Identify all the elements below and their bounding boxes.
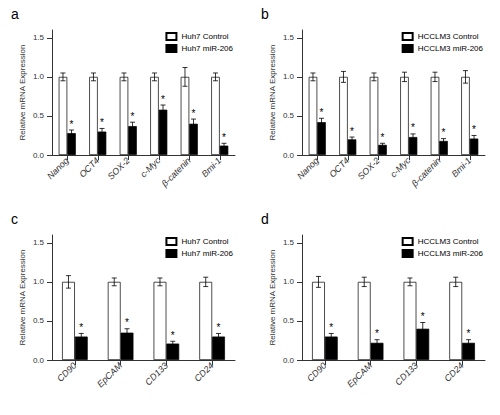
svg-text:Bmi-1: Bmi-1 — [200, 155, 224, 179]
svg-text:*: * — [100, 117, 104, 128]
svg-text:Huh7 miR-206: Huh7 miR-206 — [181, 249, 233, 258]
svg-text:b: b — [261, 6, 269, 22]
svg-text:Nanog: Nanog — [295, 155, 321, 181]
svg-text:Relative mRNA Expression: Relative mRNA Expression — [18, 44, 27, 140]
svg-text:0.5: 0.5 — [283, 316, 295, 325]
svg-text:*: * — [472, 124, 476, 135]
svg-text:1.0: 1.0 — [283, 72, 295, 81]
svg-text:*: * — [421, 311, 425, 322]
svg-text:*: * — [125, 317, 129, 328]
svg-text:0.0: 0.0 — [283, 356, 295, 365]
svg-text:CD133: CD133 — [393, 360, 420, 387]
svg-text:EpCAM: EpCAM — [95, 360, 124, 389]
svg-text:HCCLM3 Control: HCCLM3 Control — [418, 237, 479, 246]
svg-text:CD133: CD133 — [143, 360, 170, 387]
svg-text:Relative mRNA Expression: Relative mRNA Expression — [268, 44, 277, 140]
svg-text:*: * — [131, 111, 135, 122]
svg-text:1.0: 1.0 — [33, 277, 45, 286]
svg-text:1.0: 1.0 — [283, 277, 295, 286]
svg-text:1.5: 1.5 — [33, 33, 45, 42]
svg-text:CD90: CD90 — [55, 360, 78, 383]
svg-text:OCT4: OCT4 — [77, 155, 101, 179]
svg-text:0.5: 0.5 — [33, 316, 45, 325]
svg-text:OCT4: OCT4 — [327, 155, 351, 179]
svg-text:Huh7 miR-206: Huh7 miR-206 — [181, 44, 233, 53]
svg-text:1.0: 1.0 — [33, 72, 45, 81]
svg-text:Huh7 Control: Huh7 Control — [181, 237, 228, 246]
svg-text:CD24: CD24 — [192, 360, 215, 383]
svg-text:*: * — [192, 108, 196, 119]
svg-text:CD90: CD90 — [305, 360, 328, 383]
svg-text:*: * — [381, 132, 385, 143]
svg-text:0.0: 0.0 — [33, 151, 45, 160]
svg-text:*: * — [329, 322, 333, 333]
svg-text:*: * — [217, 322, 221, 333]
svg-text:*: * — [467, 328, 471, 339]
svg-text:1.5: 1.5 — [283, 238, 295, 247]
svg-text:1.5: 1.5 — [33, 238, 45, 247]
svg-text:c: c — [11, 211, 18, 227]
svg-text:Huh7 Control: Huh7 Control — [181, 32, 228, 41]
svg-text:*: * — [320, 107, 324, 118]
svg-text:SOX-2: SOX-2 — [356, 155, 382, 181]
svg-text:*: * — [70, 119, 74, 130]
svg-text:HCCLM3 miR-206: HCCLM3 miR-206 — [418, 44, 484, 53]
svg-text:Nanog: Nanog — [45, 155, 71, 181]
svg-text:0.5: 0.5 — [283, 111, 295, 120]
svg-text:HCCLM3 miR-206: HCCLM3 miR-206 — [418, 249, 484, 258]
svg-text:*: * — [350, 126, 354, 137]
svg-text:Relative mRNA Expression: Relative mRNA Expression — [18, 249, 27, 345]
svg-text:Bmi-1: Bmi-1 — [450, 155, 474, 179]
svg-text:*: * — [161, 94, 165, 105]
svg-text:β-catenin: β-catenin — [159, 155, 193, 189]
svg-text:0.0: 0.0 — [283, 151, 295, 160]
svg-text:HCCLM3 Control: HCCLM3 Control — [418, 32, 479, 41]
svg-text:Relative mRNA Expression: Relative mRNA Expression — [268, 249, 277, 345]
svg-text:*: * — [171, 330, 175, 341]
svg-text:d: d — [261, 211, 269, 227]
svg-text:SOX-2: SOX-2 — [106, 155, 132, 181]
svg-text:*: * — [79, 322, 83, 333]
svg-text:c-Myc: c-Myc — [138, 155, 162, 179]
svg-text:*: * — [442, 127, 446, 138]
svg-text:1.5: 1.5 — [283, 33, 295, 42]
svg-text:c-Myc: c-Myc — [388, 155, 412, 179]
svg-text:β-catenin: β-catenin — [409, 155, 443, 189]
svg-text:*: * — [411, 122, 415, 133]
svg-text:CD24: CD24 — [442, 360, 465, 383]
svg-text:*: * — [222, 132, 226, 143]
svg-text:0.0: 0.0 — [33, 356, 45, 365]
svg-text:a: a — [11, 6, 19, 22]
svg-text:0.5: 0.5 — [33, 111, 45, 120]
svg-text:EpCAM: EpCAM — [345, 360, 374, 389]
svg-text:*: * — [375, 328, 379, 339]
